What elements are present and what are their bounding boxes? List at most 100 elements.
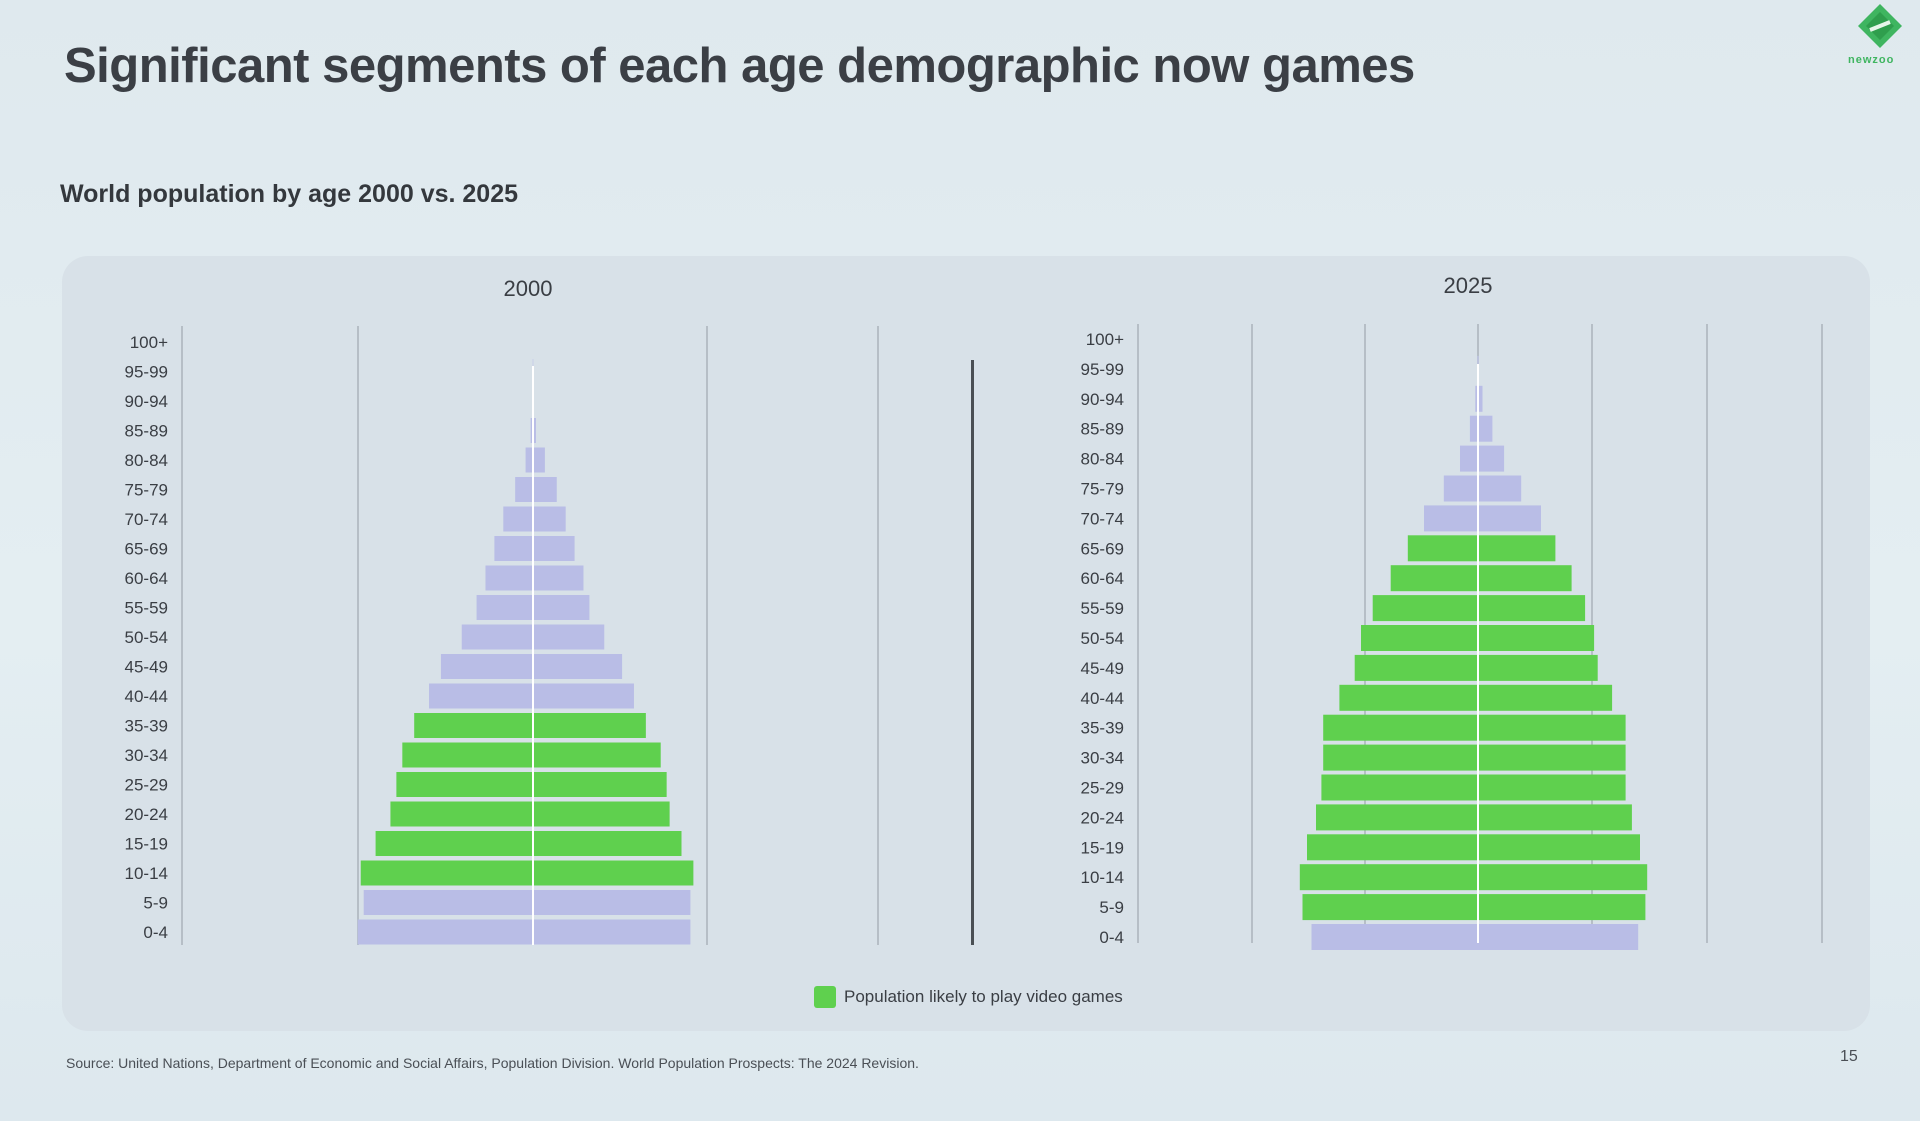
tick-label-2025-90-94: 90-94 [1081,390,1124,409]
bar-2000-15-19-left [375,831,533,856]
tick-label-2000-80-84: 80-84 [125,451,168,470]
tick-label-2025-5-9: 5-9 [1099,898,1124,917]
bar-2025-25-29-right [1478,774,1626,801]
bar-2000-30-34-left [402,742,533,768]
pyramid-title-2000: 2000 [504,276,553,301]
tick-label-2025-85-89: 85-89 [1081,420,1124,439]
bar-2025-60-64-left [1390,565,1478,592]
bar-2025-55-59-right [1478,595,1586,622]
bar-2000-25-29-right [533,772,667,797]
tick-label-2025-20-24: 20-24 [1081,808,1124,827]
tick-label-2000-40-44: 40-44 [125,687,168,706]
bar-2000-65-69-left [494,536,533,561]
bar-2025-45-49-left [1354,654,1478,681]
bar-2025-40-44-left [1339,684,1478,711]
bar-2000-10-14-left [360,860,533,886]
bar-2000-75-79-left [515,477,533,502]
tick-label-2000-10-14: 10-14 [125,864,168,883]
bar-2025-65-69-right [1478,535,1556,562]
bar-2000-0-4-right [533,919,691,945]
tick-label-2025-45-49: 45-49 [1081,659,1124,678]
bar-2025-0-4-left [1311,924,1478,950]
tick-label-2025-40-44: 40-44 [1081,689,1124,708]
bar-2000-5-9-left [363,890,533,915]
tick-label-2000-95-99: 95-99 [125,363,168,382]
bar-2025-65-69-left [1407,535,1478,562]
bar-2000-30-34-right [533,742,661,768]
tick-label-2000-30-34: 30-34 [125,746,168,765]
bar-2025-5-9-left [1302,894,1478,921]
bar-2000-60-64-right [533,565,584,591]
bar-2025-40-44-right [1478,684,1613,711]
bar-2000-45-49-left [440,654,533,679]
pyramid-title-2025: 2025 [1444,273,1493,298]
bar-2025-30-34-right [1478,744,1626,771]
bar-2025-20-24-left [1316,804,1478,831]
bar-2025-90-94-left [1475,385,1478,412]
bar-2000-40-44-left [429,683,533,709]
bar-2000-80-84-left [525,447,533,473]
tick-label-2000-75-79: 75-79 [125,481,168,500]
legend-swatch-gamer [814,986,836,1008]
tick-label-2000-65-69: 65-69 [125,540,168,559]
tick-label-2025-100+: 100+ [1086,330,1124,349]
bar-2000-60-64-left [485,565,533,591]
bar-2025-85-89-left [1469,415,1478,442]
bar-2000-55-59-left [476,595,533,620]
logo-text: newzoo [1848,54,1895,66]
bar-2025-50-54-left [1361,625,1478,651]
bar-2000-70-74-left [503,506,533,532]
bar-2000-45-49-right [533,654,623,679]
bar-2025-80-84-right [1478,445,1505,472]
bar-2000-85-89-left [530,418,533,443]
bar-2025-80-84-left [1460,445,1478,472]
bar-2025-35-39-right [1478,714,1626,741]
page-number: 15 [1840,1048,1858,1065]
tick-label-2025-65-69: 65-69 [1081,539,1124,558]
tick-label-2025-25-29: 25-29 [1081,779,1124,798]
bar-2000-65-69-right [533,536,575,561]
bar-2025-10-14-right [1478,864,1648,891]
tick-label-2025-30-34: 30-34 [1081,749,1124,768]
bar-2000-40-44-right [533,683,634,709]
tick-label-2000-35-39: 35-39 [125,717,168,736]
tick-label-2025-55-59: 55-59 [1081,599,1124,618]
tick-label-2025-15-19: 15-19 [1081,838,1124,857]
tick-label-2000-25-29: 25-29 [125,776,168,795]
bar-2025-0-4-right [1478,924,1639,950]
tick-label-2000-60-64: 60-64 [125,569,168,588]
bar-2000-70-74-right [533,506,566,532]
bar-2025-55-59-left [1372,595,1478,622]
chart-subtitle: World population by age 2000 vs. 2025 [60,180,519,208]
tick-label-2000-20-24: 20-24 [125,805,168,824]
bar-2000-80-84-right [533,447,545,473]
legend: Population likely to play video games [814,986,1123,1008]
bar-2025-50-54-right [1478,625,1595,651]
bar-2025-70-74-left [1424,505,1478,532]
bar-2000-35-39-right [533,713,646,738]
tick-label-2000-70-74: 70-74 [125,510,168,529]
tick-label-2000-0-4: 0-4 [143,923,168,942]
tick-label-2000-85-89: 85-89 [125,422,168,441]
bar-2025-70-74-right [1478,505,1541,532]
newzoo-logo-icon [1858,4,1902,48]
bar-2025-35-39-left [1323,714,1478,741]
bar-2025-10-14-left [1299,864,1478,891]
bar-2000-85-89-right [533,418,536,443]
tick-label-2000-45-49: 45-49 [125,658,168,677]
chart-divider [971,360,974,945]
tick-label-2000-15-19: 15-19 [125,835,168,854]
tick-label-2000-90-94: 90-94 [125,392,168,411]
bar-2025-15-19-right [1478,834,1640,861]
tick-label-2000-50-54: 50-54 [125,628,168,647]
tick-label-2000-55-59: 55-59 [125,599,168,618]
bar-2000-15-19-right [533,831,682,856]
tick-label-2025-10-14: 10-14 [1081,868,1124,887]
bar-2025-45-49-right [1478,654,1598,681]
tick-label-2025-70-74: 70-74 [1081,509,1124,528]
bar-2025-20-24-right [1478,804,1632,831]
tick-label-2025-80-84: 80-84 [1081,450,1124,469]
slide-title: Significant segments of each age demogra… [64,39,1415,93]
bar-2025-5-9-right [1478,894,1646,921]
